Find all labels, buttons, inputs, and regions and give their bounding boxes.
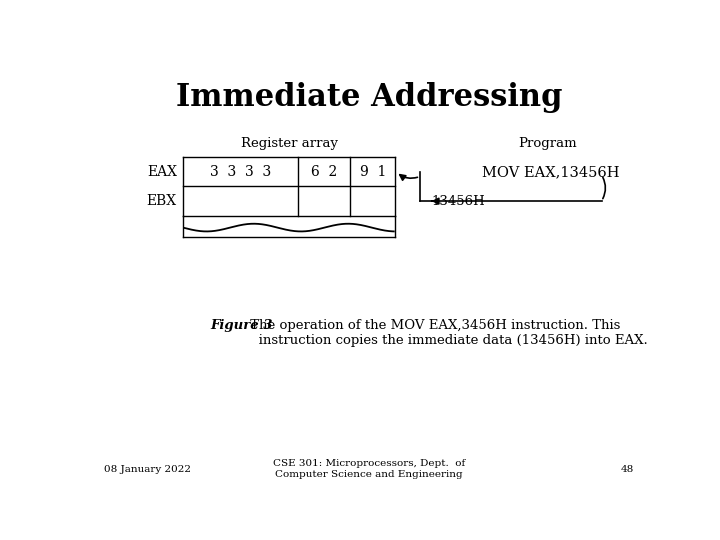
Text: 3  3  3  3: 3 3 3 3 <box>210 165 271 179</box>
Text: Figure 3: Figure 3 <box>210 319 273 332</box>
Text: 08 January 2022: 08 January 2022 <box>104 464 191 474</box>
FancyArrowPatch shape <box>603 177 606 199</box>
Text: 48: 48 <box>621 464 634 474</box>
Text: EBX: EBX <box>147 194 177 208</box>
FancyArrowPatch shape <box>400 175 418 180</box>
Text: MOV EAX,13456H: MOV EAX,13456H <box>482 165 620 179</box>
FancyArrowPatch shape <box>432 198 439 204</box>
Text: EAX: EAX <box>147 165 177 179</box>
Text: Register array: Register array <box>240 137 338 150</box>
Text: The operation of the MOV EAX,3456H instruction. This
   instruction copies the i: The operation of the MOV EAX,3456H instr… <box>246 319 647 347</box>
Text: 13456H: 13456H <box>431 194 485 207</box>
Text: Immediate Addressing: Immediate Addressing <box>176 82 562 113</box>
Text: CSE 301: Microprocessors, Dept.  of
Computer Science and Engineering: CSE 301: Microprocessors, Dept. of Compu… <box>273 460 465 479</box>
Text: 6  2: 6 2 <box>311 165 337 179</box>
Text: Program: Program <box>518 137 577 150</box>
Text: 9  1: 9 1 <box>360 165 386 179</box>
